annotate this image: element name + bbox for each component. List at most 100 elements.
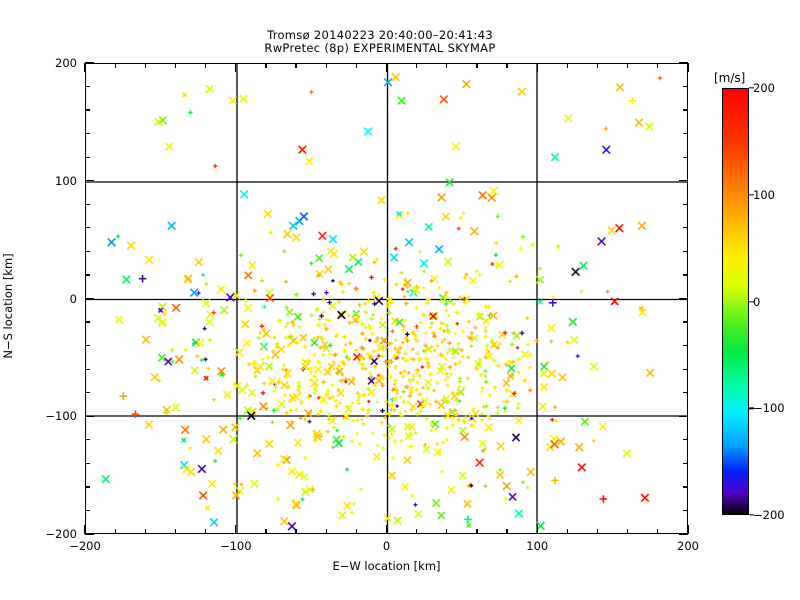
x-tick-140: [596, 529, 599, 534]
y-tick-right-20: [683, 274, 688, 276]
x-tick-160: [627, 529, 629, 534]
y-tick-right--100: [679, 415, 688, 417]
x-tick-120: [566, 529, 569, 534]
y-tick-160: [85, 109, 90, 111]
x-tick-top-0: [385, 63, 388, 72]
y-tick-right--20: [683, 321, 688, 323]
plot-area: [85, 63, 688, 534]
y-tick-right-200: [679, 62, 688, 64]
colorbar-tick-label-200: 200: [753, 81, 775, 95]
colorbar-tick-0: [749, 300, 754, 303]
y-axis-label-wrapper: N−S location [km]: [1, 0, 37, 600]
y-tick-label--100: −100: [45, 409, 77, 424]
colorbar-tick--100: [749, 407, 754, 409]
y-tick--40: [85, 344, 90, 347]
y-tick-right-100: [679, 180, 688, 182]
colorbar-tick-label--100: −100: [753, 401, 785, 416]
figure-title-line-1: Tromsø 20140223 20:40:00–20:41:43: [267, 28, 493, 42]
y-tick-right--180: [683, 509, 688, 512]
x-tick-top--20: [355, 63, 357, 68]
y-tick-right--160: [683, 486, 688, 488]
x-tick--20: [355, 529, 357, 534]
colorbar-tick-label--200: −200: [753, 508, 785, 522]
scatter-data-layer: [86, 64, 687, 533]
colorbar: [722, 88, 749, 515]
y-tick-120: [85, 156, 90, 158]
x-tick-label-200: 200: [677, 539, 699, 553]
y-tick--120: [85, 439, 90, 441]
y-tick-right-60: [683, 227, 688, 229]
x-tick-180: [657, 529, 659, 534]
colorbar-unit-label: [m/s]: [714, 71, 746, 85]
x-tick-200: [687, 525, 689, 534]
colorbar-gradient: [722, 88, 749, 515]
x-tick--120: [204, 529, 207, 534]
y-tick-20: [85, 274, 90, 276]
x-tick--200: [84, 525, 86, 534]
colorbar-tick-label-100: 100: [753, 187, 775, 202]
x-tick-top--80: [265, 63, 267, 68]
x-tick-top--200: [84, 63, 86, 72]
x-tick-100: [536, 525, 538, 534]
y-tick-40: [85, 250, 90, 253]
y-tick-right-140: [683, 133, 688, 135]
colorbar-tick-100: [749, 194, 754, 196]
x-tick-top--100: [235, 63, 237, 72]
x-tick-top-180: [657, 63, 659, 68]
colorbar-tick-label-0: 0: [753, 294, 761, 309]
x-tick--180: [114, 529, 116, 534]
x-tick--60: [295, 529, 297, 534]
y-axis-label: N−S location [km]: [1, 253, 15, 359]
x-tick-label--200: −200: [69, 539, 101, 553]
x-tick-top-140: [596, 63, 599, 68]
x-tick--160: [144, 529, 146, 534]
y-tick-right-80: [683, 203, 688, 205]
x-tick-label--100: −100: [219, 539, 252, 553]
x-tick--140: [174, 529, 177, 534]
y-tick-0: [85, 297, 94, 300]
y-tick-right-40: [683, 250, 688, 253]
x-tick-top-100: [536, 63, 538, 72]
y-tick-right--200: [679, 533, 688, 535]
y-tick--140: [85, 462, 90, 464]
y-tick-label--200: −200: [45, 527, 77, 541]
y-tick-right--60: [683, 368, 688, 370]
x-tick-label-100: 100: [526, 539, 549, 553]
x-tick-top-160: [627, 63, 629, 68]
x-tick-0: [385, 525, 388, 534]
y-tick--80: [85, 392, 90, 394]
x-tick-top-200: [687, 63, 689, 72]
x-tick-top--180: [114, 63, 116, 68]
y-tick--200: [85, 533, 94, 535]
x-tick-top--140: [174, 63, 177, 68]
y-tick-right-180: [683, 85, 688, 88]
x-tick--80: [265, 529, 267, 534]
y-tick--100: [85, 415, 94, 417]
x-tick-label-0: 0: [382, 539, 391, 553]
x-tick-60: [476, 529, 478, 534]
y-tick-right-120: [683, 156, 688, 158]
y-tick-right--80: [683, 392, 688, 394]
y-tick-label-200: 200: [55, 56, 77, 70]
y-tick--20: [85, 321, 90, 323]
y-tick--160: [85, 486, 90, 488]
y-tick-60: [85, 227, 90, 229]
colorbar-tick--200: [749, 514, 754, 516]
x-tick--40: [325, 529, 327, 534]
y-tick-180: [85, 85, 90, 88]
y-tick-200: [85, 62, 94, 64]
x-tick-top-60: [476, 63, 478, 68]
y-tick-right--40: [683, 344, 688, 347]
x-tick-top-20: [416, 63, 418, 68]
x-tick-top-120: [566, 63, 569, 68]
x-tick-80: [506, 529, 508, 534]
x-tick-top--160: [144, 63, 146, 68]
x-tick--100: [235, 525, 237, 534]
y-tick-140: [85, 133, 90, 135]
y-tick-label-100: 100: [55, 173, 77, 188]
figure-title-line-2: RwPretec (8p) EXPERIMENTAL SKYMAP: [264, 41, 496, 55]
x-tick-20: [416, 529, 418, 534]
x-tick-top--40: [325, 63, 327, 68]
x-tick-top-80: [506, 63, 508, 68]
